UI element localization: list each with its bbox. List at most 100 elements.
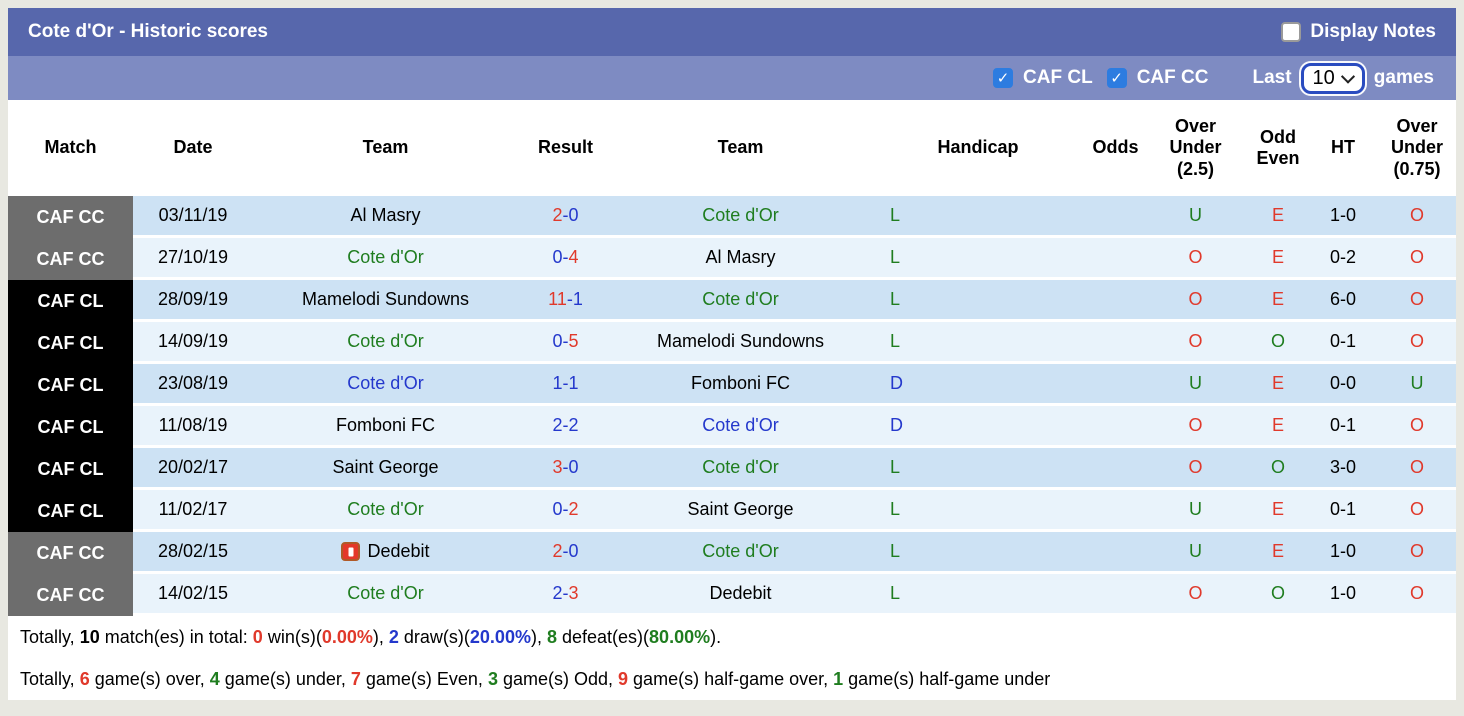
away-team-cell: Cote d'Or [613, 280, 868, 322]
over-under-075-cell: O [1378, 238, 1456, 280]
over-under-075-cell: O [1378, 490, 1456, 532]
over-under-075-cell: O [1378, 448, 1456, 490]
display-notes-group: Display Notes [1281, 21, 1436, 43]
competition-badge: CAF CC [8, 196, 133, 238]
date-cell: 11/02/17 [133, 490, 253, 532]
column-header-result: Result [537, 137, 593, 158]
away-team-cell: Cote d'Or [613, 532, 868, 574]
over-under-25-cell: O [1143, 574, 1248, 616]
date-cell: 20/02/17 [133, 448, 253, 490]
team-name: Cote d'Or [702, 205, 779, 225]
handicap-cell: L [868, 280, 1088, 322]
result-part: - [562, 499, 569, 519]
display-notes-checkbox[interactable] [1281, 22, 1302, 42]
result-part: 2 [552, 205, 563, 225]
team-name: Fomboni FC [690, 373, 791, 393]
result-cell: 0-5 [518, 322, 613, 364]
column-header-ou075: Over Under (0.75) [1390, 116, 1443, 179]
competition-badge: CAF CC [8, 238, 133, 280]
dedebit-logo-icon [341, 542, 361, 561]
handicap-cell: D [868, 364, 1088, 406]
result-part: - [562, 457, 569, 477]
odds-cell [1088, 196, 1143, 238]
column-header-date: Date [173, 137, 213, 158]
result-part: - [562, 415, 569, 435]
ht-cell: 6-0 [1308, 280, 1378, 322]
summary-segment: 1 [833, 668, 844, 689]
result-part: 2 [552, 583, 563, 603]
summary-segment: 3 [487, 668, 498, 689]
result-cell: 11-1 [518, 280, 613, 322]
result-part: 1 [552, 373, 563, 393]
odd-even-cell: E [1248, 532, 1308, 574]
last-games-group: Last 10 games [1252, 62, 1434, 94]
table-row: CAF CL 11/08/19 Fomboni FC 2-2 Cote d'Or D O E 0… [8, 406, 1456, 448]
filter-label: CAF CL [1023, 67, 1093, 88]
handicap-cell: D [868, 406, 1088, 448]
competition-badge: CAF CL [8, 490, 133, 532]
team-name: Cote d'Or [347, 499, 424, 519]
column-header-team2: Team [717, 137, 764, 158]
result-cell: 2-0 [518, 532, 613, 574]
handicap-cell: L [868, 238, 1088, 280]
ht-cell: 3-0 [1308, 448, 1378, 490]
result-part: 2 [568, 415, 579, 435]
over-under-25-cell: O [1143, 322, 1248, 364]
competition-badge: CAF CC [8, 532, 133, 574]
result-part: 2 [568, 499, 579, 519]
ht-cell: 1-0 [1308, 574, 1378, 616]
over-under-075-cell: O [1378, 196, 1456, 238]
odds-cell [1088, 448, 1143, 490]
summary-segment: match(es) in total: [99, 626, 253, 647]
games-label: games [1373, 67, 1434, 88]
odd-even-cell: O [1248, 322, 1308, 364]
odd-even-cell: E [1248, 196, 1308, 238]
summary-segment: 8 [546, 626, 557, 647]
over-under-25-cell: O [1143, 280, 1248, 322]
summary-segment: game(s) under, [219, 668, 351, 689]
result-part: 3 [552, 457, 563, 477]
away-team-cell: Cote d'Or [613, 406, 868, 448]
result-part: 0 [568, 457, 579, 477]
summary-segment: game(s) over, [89, 668, 210, 689]
home-team-cell: Cote d'Or [253, 574, 518, 616]
table-row: CAF CL 14/09/19 Cote d'Or 0-5 Mamelodi Sundo… [8, 322, 1456, 364]
column-header-match: Match [44, 137, 97, 158]
home-team-cell: Al Masry [253, 196, 518, 238]
over-under-25-cell: U [1143, 532, 1248, 574]
result-part: 0 [552, 499, 563, 519]
filter-checkbox-caf-cl[interactable] [993, 68, 1014, 88]
table-row: CAF CL 11/02/17 Cote d'Or 0-2 Saint George L U… [8, 490, 1456, 532]
handicap-cell: L [868, 490, 1088, 532]
odds-cell [1088, 574, 1143, 616]
filter-caf-cc: CAF CC [1106, 67, 1208, 89]
result-part: - [562, 247, 569, 267]
odds-cell [1088, 280, 1143, 322]
table-row: CAF CC 28/02/15 Dedebit 2-0 Cote d'Or L U E 1-0 O [8, 532, 1456, 574]
result-cell: 1-1 [518, 364, 613, 406]
filter-checkbox-caf-cc[interactable] [1106, 68, 1127, 88]
odd-even-cell: E [1248, 406, 1308, 448]
last-games-select[interactable]: 10 [1300, 62, 1365, 94]
summary-segment: ). [710, 626, 722, 647]
column-header-ou25: Over Under (2.5) [1169, 116, 1222, 179]
result-part: 2 [552, 541, 563, 561]
date-cell: 03/11/19 [133, 196, 253, 238]
over-under-25-cell: U [1143, 364, 1248, 406]
away-team-cell: Mamelodi Sundowns [613, 322, 868, 364]
odds-cell [1088, 322, 1143, 364]
over-under-075-cell: O [1378, 280, 1456, 322]
over-under-075-cell: O [1378, 406, 1456, 448]
ht-cell: 0-1 [1308, 322, 1378, 364]
result-part: 2 [552, 415, 563, 435]
result-part: 1 [568, 373, 579, 393]
over-under-075-cell: O [1378, 574, 1456, 616]
ht-cell: 1-0 [1308, 532, 1378, 574]
summary-segment: 20.00% [469, 626, 531, 647]
table-body: CAF CC 03/11/19 Al Masry 2-0 Cote d'Or L U E 1-0… [8, 196, 1456, 616]
away-team-cell: Cote d'Or [613, 448, 868, 490]
over-under-25-cell: U [1143, 196, 1248, 238]
odds-cell [1088, 238, 1143, 280]
summary-line-2: Totally, 6 game(s) over, 4 game(s) under… [8, 658, 1456, 700]
table-row: CAF CC 03/11/19 Al Masry 2-0 Cote d'Or L U E 1-0… [8, 196, 1456, 238]
